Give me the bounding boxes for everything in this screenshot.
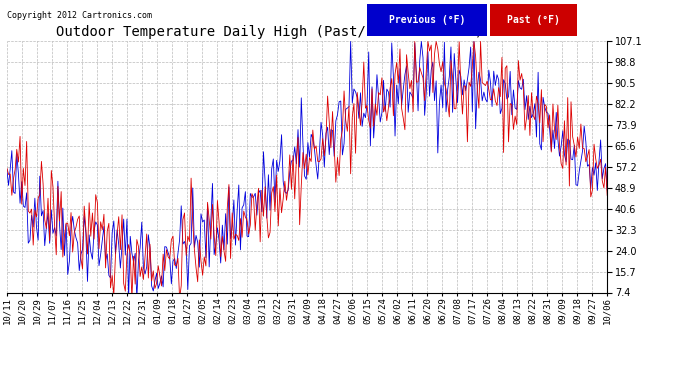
Title: Outdoor Temperature Daily High (Past/Previous Year) 20121011: Outdoor Temperature Daily High (Past/Pre… bbox=[56, 25, 558, 39]
Past (°F) bbox=[3, 166, 11, 170]
Line: Past (°F): Past (°F) bbox=[7, 42, 607, 298]
Past (°F) bbox=[603, 193, 611, 198]
Past (°F) bbox=[105, 221, 113, 226]
Previous (°F) bbox=[346, 39, 355, 44]
Bar bbox=[490, 4, 578, 36]
Text: Previous (°F): Previous (°F) bbox=[389, 15, 465, 25]
Past (°F) bbox=[328, 110, 337, 114]
Line: Previous (°F): Previous (°F) bbox=[7, 42, 607, 298]
Past (°F) bbox=[126, 252, 135, 257]
Past (°F) bbox=[411, 39, 419, 44]
Previous (°F) bbox=[450, 51, 458, 56]
Previous (°F) bbox=[417, 39, 426, 44]
Text: Past (°F): Past (°F) bbox=[507, 15, 560, 25]
Previous (°F) bbox=[105, 273, 113, 278]
Past (°F) bbox=[450, 106, 458, 111]
Previous (°F) bbox=[128, 251, 136, 255]
Past (°F) bbox=[62, 221, 70, 225]
Bar bbox=[367, 4, 487, 36]
Past (°F) bbox=[417, 70, 426, 75]
Past (°F) bbox=[128, 296, 136, 301]
Text: Copyright 2012 Cartronics.com: Copyright 2012 Cartronics.com bbox=[7, 11, 152, 20]
Previous (°F) bbox=[124, 296, 132, 301]
Previous (°F) bbox=[603, 188, 611, 192]
Previous (°F) bbox=[328, 128, 337, 133]
Previous (°F) bbox=[62, 222, 70, 226]
Previous (°F) bbox=[3, 167, 11, 172]
